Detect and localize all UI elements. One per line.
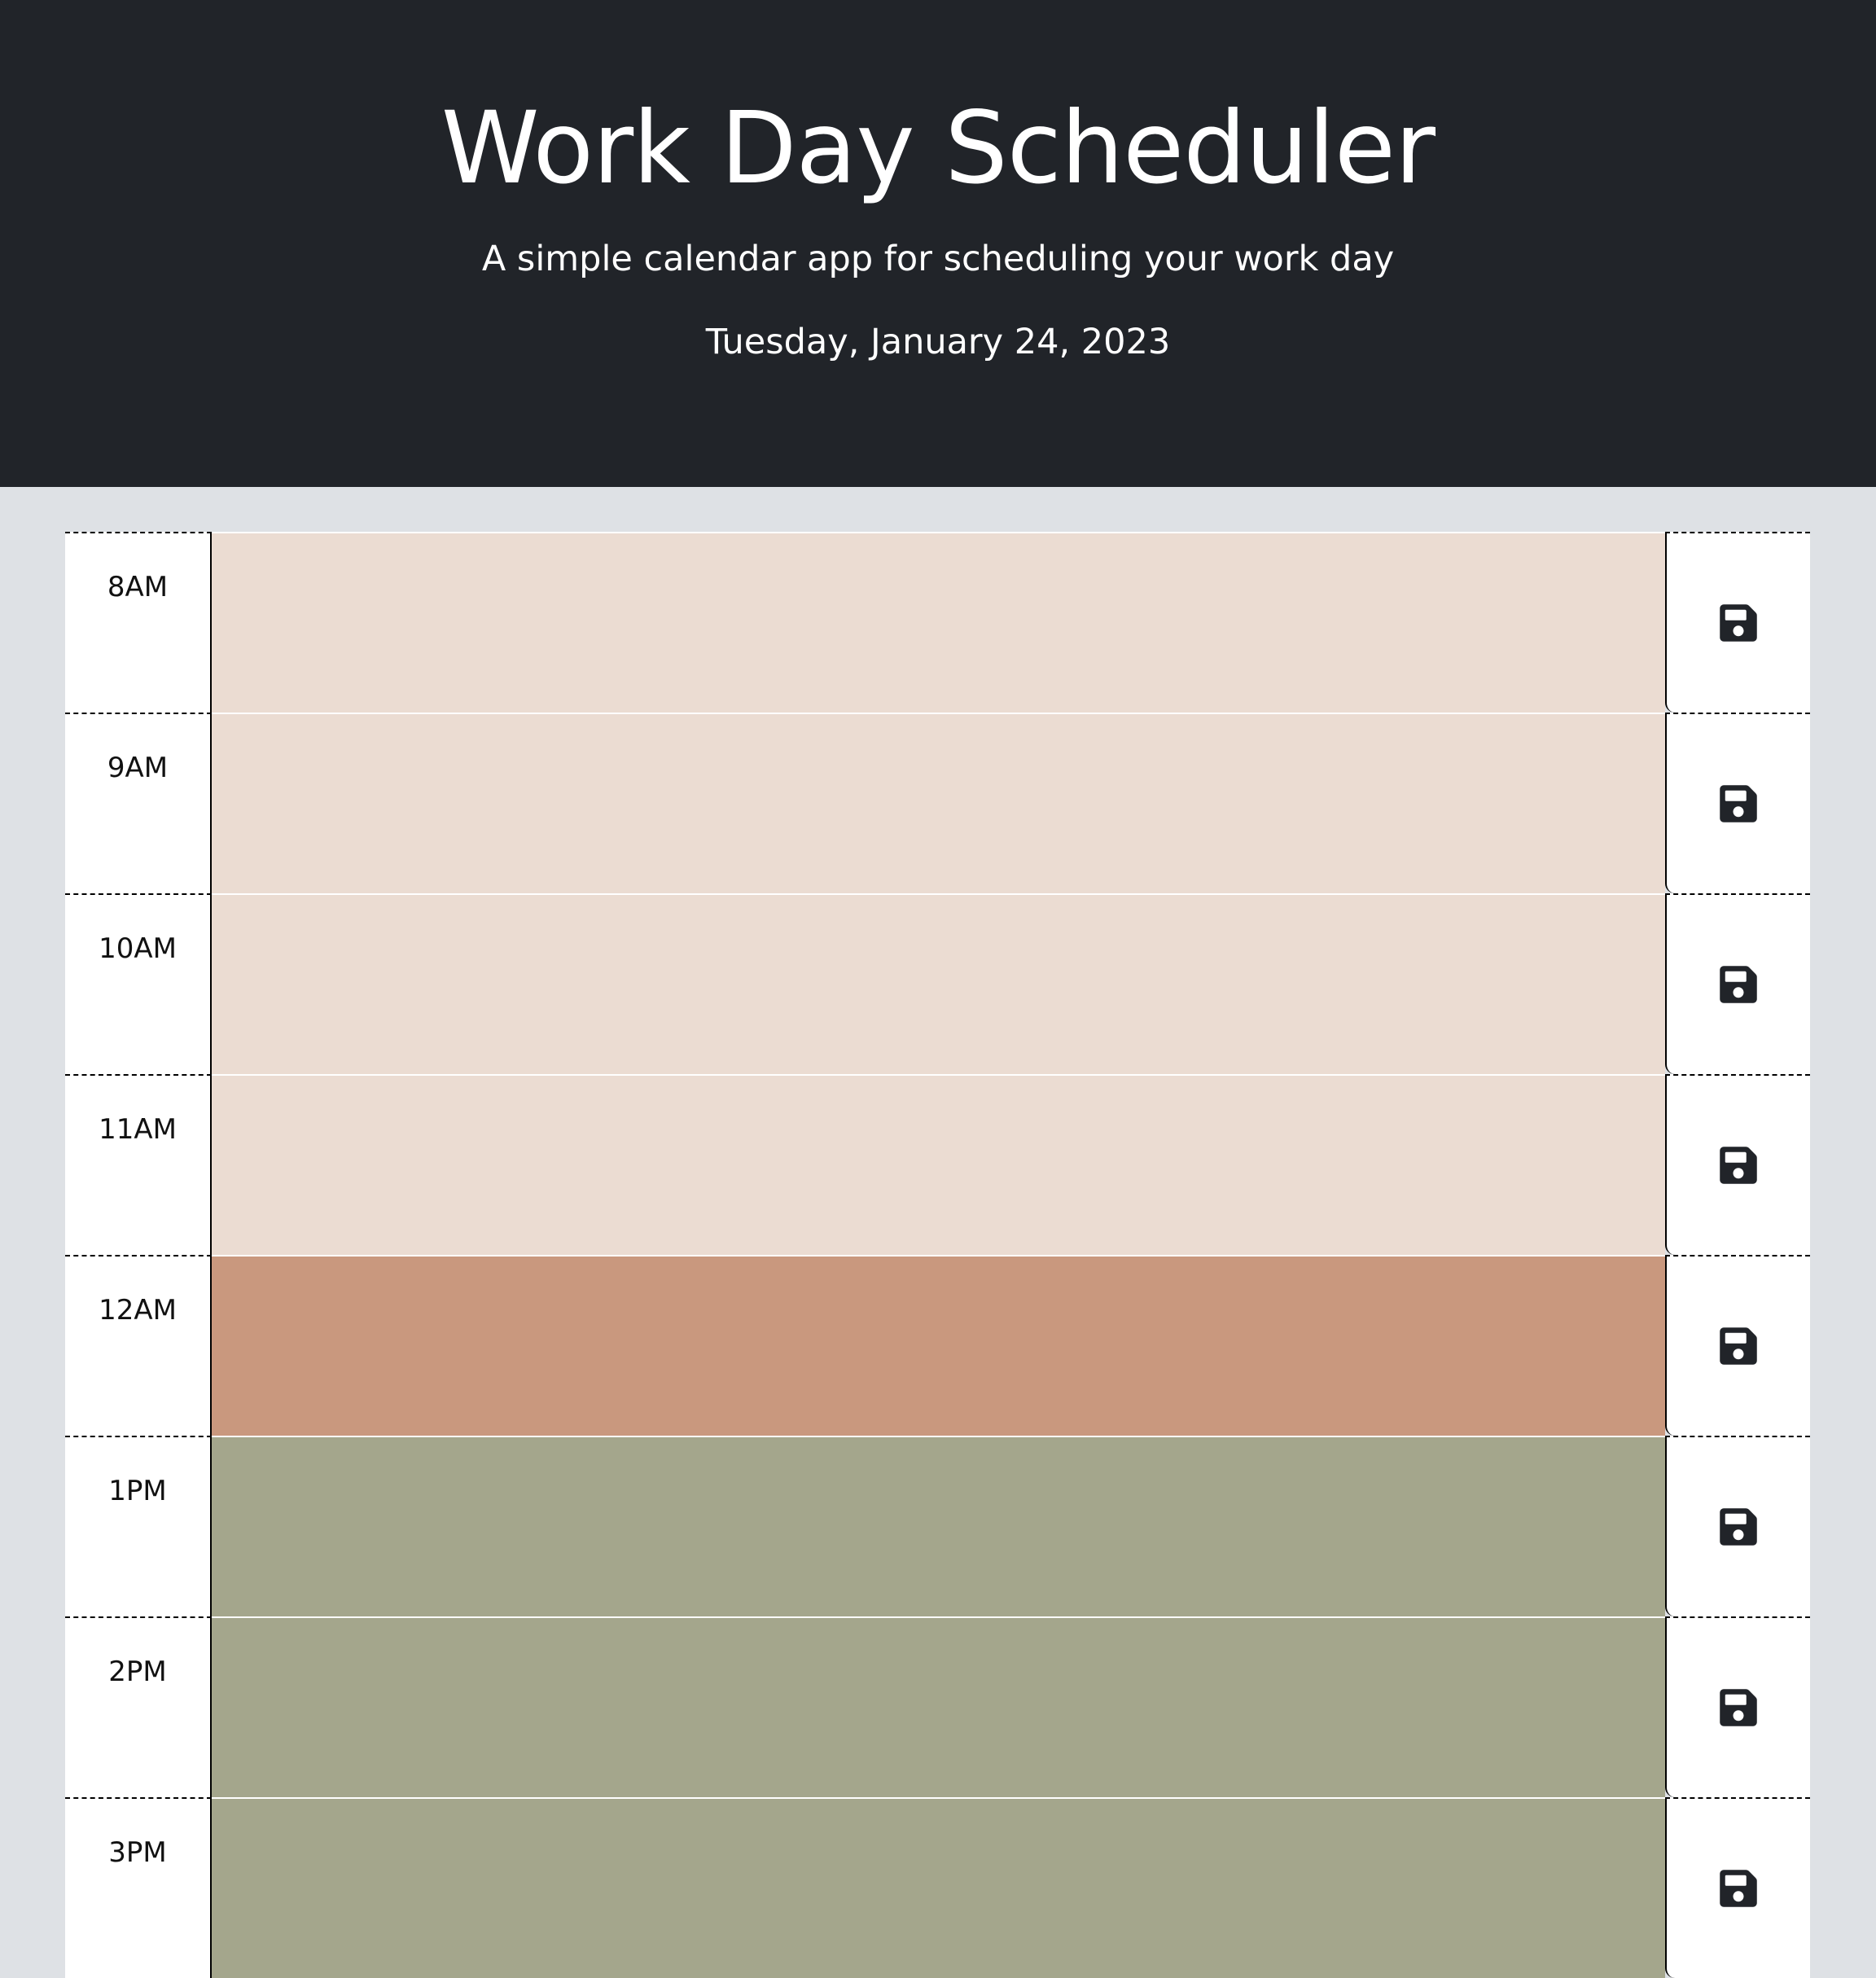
event-description-input[interactable]: [212, 893, 1665, 1074]
hour-label: 1PM: [65, 1436, 212, 1616]
time-block-row: 11AM: [65, 1074, 1810, 1255]
event-description-input[interactable]: [212, 1436, 1665, 1616]
event-description-input[interactable]: [212, 1074, 1665, 1255]
floppy-disk-icon: [1717, 963, 1760, 1006]
hour-label: 3PM: [65, 1797, 212, 1978]
event-description-input[interactable]: [212, 1797, 1665, 1978]
hour-label: 12AM: [65, 1255, 212, 1436]
page-subtitle: A simple calendar app for scheduling you…: [481, 239, 1395, 279]
hour-label: 9AM: [65, 713, 212, 893]
save-button[interactable]: [1665, 713, 1810, 893]
hour-label: 10AM: [65, 893, 212, 1074]
save-button[interactable]: [1665, 1255, 1810, 1436]
save-button[interactable]: [1665, 532, 1810, 713]
time-block-row: 1PM: [65, 1436, 1810, 1616]
time-block-row: 12AM: [65, 1255, 1810, 1436]
time-block-row: 8AM: [65, 532, 1810, 713]
event-description-input[interactable]: [212, 1255, 1665, 1436]
time-block-row: 10AM: [65, 893, 1810, 1074]
time-block-row: 9AM: [65, 713, 1810, 893]
save-button[interactable]: [1665, 1074, 1810, 1255]
floppy-disk-icon: [1717, 602, 1760, 644]
page-title: Work Day Scheduler: [441, 90, 1435, 206]
hour-label: 2PM: [65, 1616, 212, 1797]
current-day: Tuesday, January 24, 2023: [705, 322, 1171, 362]
event-description-input[interactable]: [212, 1616, 1665, 1797]
time-block-row: 2PM: [65, 1616, 1810, 1797]
event-description-input[interactable]: [212, 532, 1665, 713]
save-button[interactable]: [1665, 1436, 1810, 1616]
save-button[interactable]: [1665, 1616, 1810, 1797]
hour-label: 11AM: [65, 1074, 212, 1255]
event-description-input[interactable]: [212, 713, 1665, 893]
floppy-disk-icon: [1717, 1686, 1760, 1729]
floppy-disk-icon: [1717, 1867, 1760, 1910]
hour-label: 8AM: [65, 532, 212, 713]
floppy-disk-icon: [1717, 1325, 1760, 1367]
save-button[interactable]: [1665, 1797, 1810, 1978]
save-button[interactable]: [1665, 893, 1810, 1074]
floppy-disk-icon: [1717, 1144, 1760, 1186]
time-block-row: 3PM: [65, 1797, 1810, 1978]
floppy-disk-icon: [1717, 783, 1760, 825]
floppy-disk-icon: [1717, 1506, 1760, 1548]
header: Work Day Scheduler A simple calendar app…: [0, 0, 1876, 487]
time-block-list: 8AM 9AM 10AM 11AM 12AM 1PM 2PM 3PM: [65, 532, 1810, 1978]
